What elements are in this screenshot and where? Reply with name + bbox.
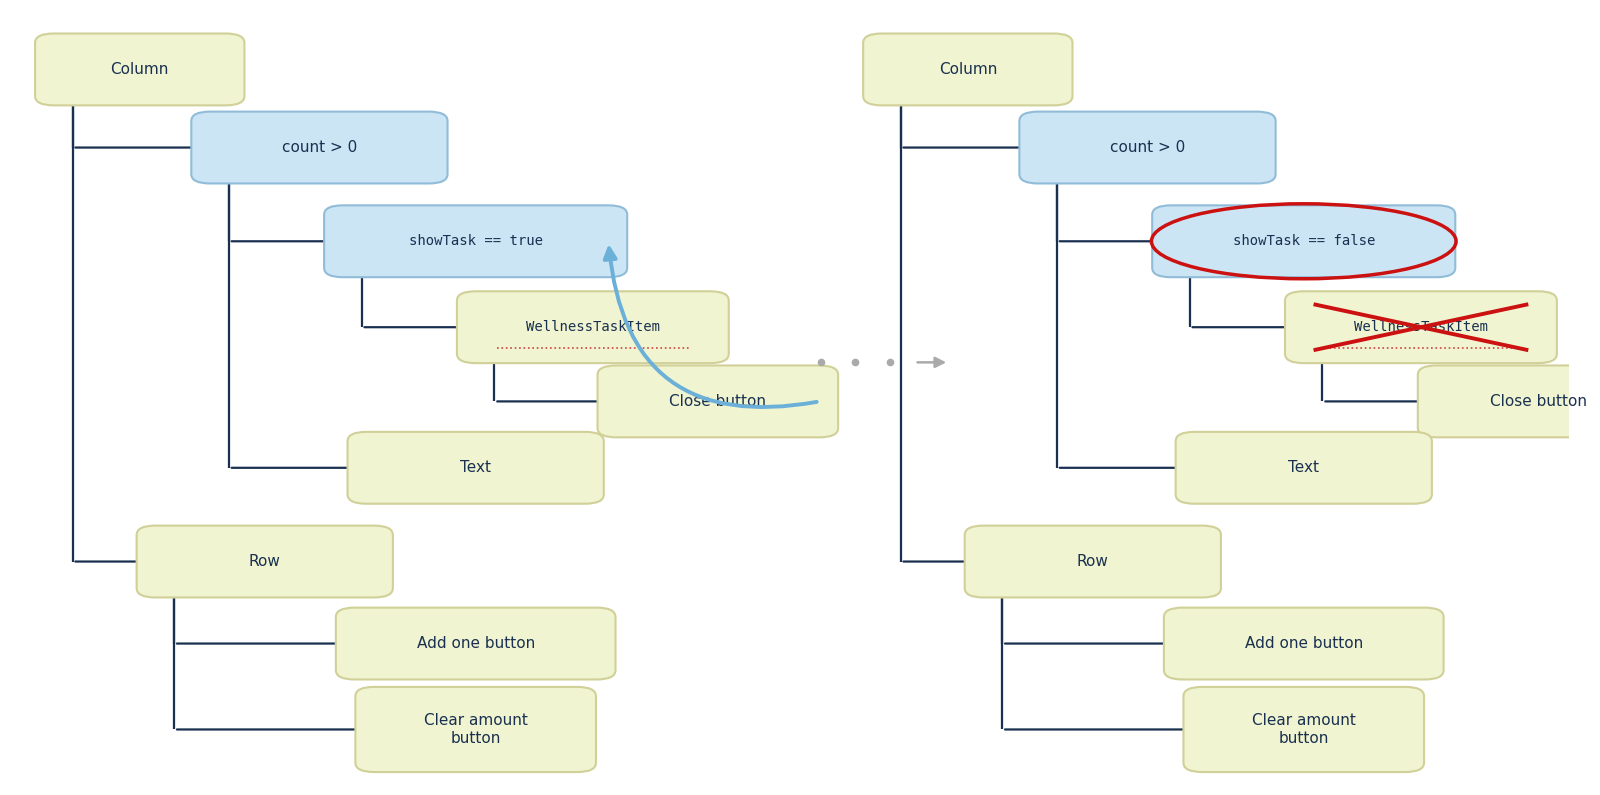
Text: Add one button: Add one button (1245, 636, 1363, 651)
FancyBboxPatch shape (325, 205, 627, 277)
FancyBboxPatch shape (1176, 432, 1432, 504)
Text: Text: Text (1288, 460, 1320, 475)
FancyBboxPatch shape (136, 525, 394, 598)
Text: count > 0: count > 0 (1110, 140, 1186, 155)
Text: Text: Text (461, 460, 491, 475)
FancyBboxPatch shape (1163, 607, 1443, 680)
FancyBboxPatch shape (35, 33, 245, 106)
Text: Row: Row (1077, 554, 1109, 569)
Text: Row: Row (250, 554, 280, 569)
FancyBboxPatch shape (1418, 366, 1600, 437)
FancyBboxPatch shape (336, 607, 616, 680)
FancyBboxPatch shape (192, 111, 448, 184)
Text: showTask == true: showTask == true (408, 235, 542, 248)
FancyBboxPatch shape (1285, 291, 1557, 363)
FancyBboxPatch shape (1019, 111, 1275, 184)
FancyBboxPatch shape (355, 687, 595, 772)
Text: Column: Column (110, 62, 170, 77)
FancyArrowPatch shape (605, 248, 816, 407)
FancyBboxPatch shape (458, 291, 728, 363)
Text: Close button: Close button (669, 394, 766, 409)
Text: Clear amount
button: Clear amount button (424, 713, 528, 746)
FancyBboxPatch shape (1184, 687, 1424, 772)
FancyBboxPatch shape (1152, 205, 1456, 277)
FancyBboxPatch shape (862, 33, 1072, 106)
FancyBboxPatch shape (347, 432, 603, 504)
Text: showTask == false: showTask == false (1232, 235, 1374, 248)
Text: count > 0: count > 0 (282, 140, 357, 155)
Text: Add one button: Add one button (416, 636, 534, 651)
Text: WellnessTaskItem: WellnessTaskItem (526, 320, 659, 334)
FancyBboxPatch shape (965, 525, 1221, 598)
Text: WellnessTaskItem: WellnessTaskItem (1354, 320, 1488, 334)
Text: Column: Column (939, 62, 997, 77)
FancyBboxPatch shape (597, 366, 838, 437)
Text: Close button: Close button (1490, 394, 1587, 409)
Text: Clear amount
button: Clear amount button (1251, 713, 1355, 746)
